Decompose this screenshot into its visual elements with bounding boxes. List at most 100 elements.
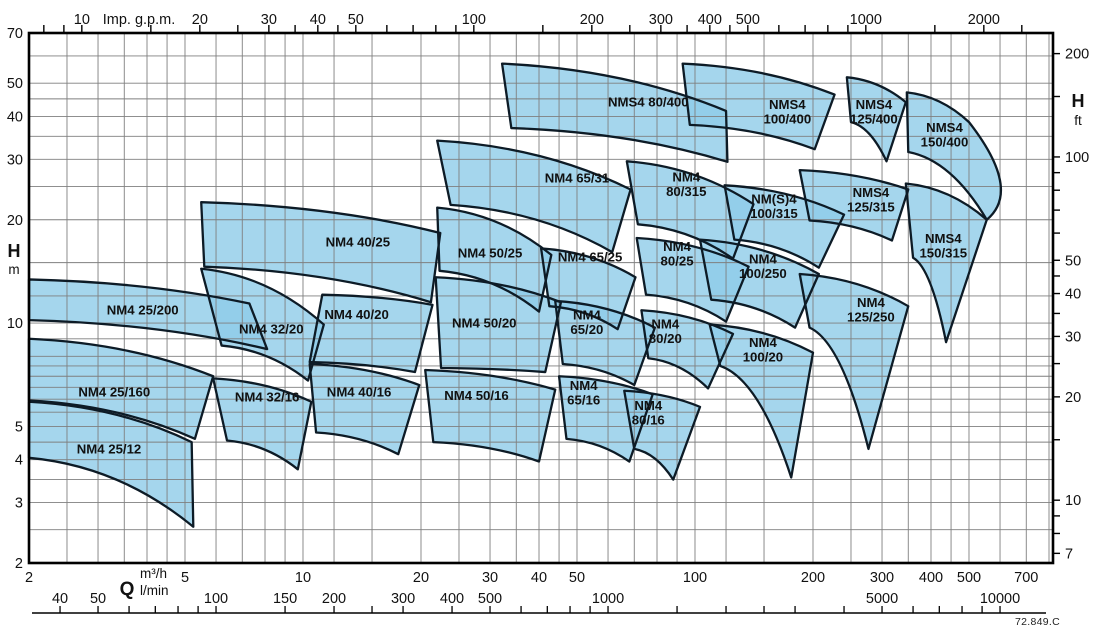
pump-region-label: NM4 125/250 xyxy=(847,295,895,325)
pump-region-outline-nms4-125-315 xyxy=(798,168,910,242)
pump-region-label: NMS4 125/400 xyxy=(850,97,898,127)
pump-region-outline-nm4-65-20 xyxy=(554,299,657,387)
axis-label: 5 xyxy=(15,419,23,435)
pump-region-fill-nm4-100-250 xyxy=(700,239,819,328)
pump-region-outline-nm4-125-250 xyxy=(798,272,910,451)
pump-region-outline-nm4-25-12 xyxy=(27,400,195,528)
axis-label: 100 xyxy=(462,12,486,28)
axis-label: 1000 xyxy=(592,591,624,607)
pump-region-label: NM(S)4 100/315 xyxy=(750,192,798,222)
axis-label: 500 xyxy=(478,591,502,607)
axis-label: 30 xyxy=(482,570,498,586)
pump-region-label: NM4 80/20 xyxy=(649,317,682,347)
pump-region-fill-nm4-65-31 xyxy=(437,140,631,253)
pump-region-label: NM4 32/20 xyxy=(239,322,304,337)
axis-label: 100 xyxy=(683,570,707,586)
pump-region-fill-nm4-65-25 xyxy=(541,248,636,330)
pump-region-outline-nm-s-4-100-315 xyxy=(723,184,846,269)
pump-region-outline-nms4-80-400 xyxy=(500,62,729,163)
axis-title-h-left: H xyxy=(8,241,21,261)
pump-region-outline-nm4-40-20 xyxy=(308,293,434,374)
pump-region-fill-nm4-125-250 xyxy=(799,273,909,449)
pump-region-label: NM4 25/12 xyxy=(77,441,142,456)
pump-region-label: NMS4 100/400 xyxy=(763,97,811,127)
pump-region-outline-nm4-65-31 xyxy=(436,139,632,254)
pump-region-outline-nms4-150-315 xyxy=(904,182,988,344)
axis-label: 2 xyxy=(15,556,23,572)
axis-label: m xyxy=(8,262,19,277)
pump-region-fill-nm4-25-12 xyxy=(29,401,194,527)
plot-frame xyxy=(27,31,1055,565)
axis-bottom-m3h: 2 5 10 20 30 40 50 100 200 300 400 500 700 Qm³/h l/min xyxy=(25,566,1038,600)
pump-region-outline-nm4-25-160 xyxy=(27,337,215,440)
axis-label: 40 xyxy=(310,12,326,28)
axis-label: 2 xyxy=(25,570,33,586)
axis-label: 50 xyxy=(90,591,106,607)
axis-left-m: 70 50 40 30 20 10 5 4 3 2 Hm xyxy=(7,26,23,572)
axis-label: 2000 xyxy=(968,12,1000,28)
pump-region-fill-nm4-32-20 xyxy=(201,268,324,381)
axis-label: 400 xyxy=(698,12,722,28)
axis-label: 100 xyxy=(204,591,228,607)
axis-label: 50 xyxy=(7,76,23,92)
plot-border xyxy=(27,31,1055,565)
axis-title-gpm: Imp. g.p.m. xyxy=(103,12,176,28)
axis-label: 7 xyxy=(1065,546,1073,562)
pump-region-fill-nms4-100-400 xyxy=(682,63,835,150)
axis-right-ft: 200 100 50 40 30 20 10 7 Hft xyxy=(1053,47,1089,562)
axis-label: 5 xyxy=(181,570,189,586)
pump-region-label: NMS4 150/400 xyxy=(921,120,969,150)
pump-region-outline-nm4-65-25 xyxy=(539,247,637,331)
axis-label: 400 xyxy=(440,591,464,607)
pump-region-label: NMS4 150/315 xyxy=(919,231,967,260)
pump-region-label: NM4 100/20 xyxy=(743,335,783,365)
axis-label: 200 xyxy=(580,12,604,28)
pump-region-fill-nms4-125-315 xyxy=(799,170,909,241)
pump-region-fill-nm4-32-16 xyxy=(213,378,312,470)
pump-region-fill-nms4-80-400 xyxy=(502,63,728,162)
pump-region-label: NM4 65/31 xyxy=(545,170,610,185)
axis-label: 300 xyxy=(649,12,673,28)
pump-region-labels: NM4 25/12 NM4 25/160 NM4 25/200 NM4 32/16 NM… xyxy=(77,95,969,457)
axis-label: 700 xyxy=(1014,570,1038,586)
pump-region-fill-nm4-50-25 xyxy=(437,207,552,312)
pump-region-label: NM4 65/25 xyxy=(558,249,623,264)
axis-title-q: Q xyxy=(120,579,135,600)
pump-region-outline-nms4-125-400 xyxy=(845,76,907,163)
pump-region-outline-nm4-40-16 xyxy=(308,362,421,456)
pump-region-outline-nms4-100-400 xyxy=(681,62,836,151)
axis-label: 50 xyxy=(569,570,585,586)
pump-region-outline-nm4-32-20 xyxy=(200,267,325,382)
pump-region-label: NM4 50/25 xyxy=(458,246,523,261)
pump-region-label: NM4 65/16 xyxy=(567,378,600,408)
pump-region-outline-nm4-25-200 xyxy=(27,278,269,351)
pump-region-label: NM4 80/16 xyxy=(632,398,665,428)
axis-label: 300 xyxy=(870,570,894,586)
pump-regions-outline xyxy=(27,62,1003,528)
axis-label: 20 xyxy=(7,213,23,229)
axis-label: 10 xyxy=(295,570,311,586)
figure-code: 72.849.C xyxy=(1014,616,1060,628)
axis-label: 20 xyxy=(192,12,208,28)
pump-region-label: NM4 80/315 xyxy=(666,170,706,200)
pump-region-outline-nm4-50-20 xyxy=(434,276,563,374)
pump-region-label: NMS4 125/315 xyxy=(847,185,895,215)
axis-label: 5000 xyxy=(866,591,898,607)
axis-title-h-right: H xyxy=(1072,91,1085,111)
pump-region-outline-nms4-150-400 xyxy=(905,91,1003,221)
axis-label: 10 xyxy=(74,12,90,28)
pump-region-outline-nm4-80-25 xyxy=(635,236,750,323)
axis-label: 3 xyxy=(15,496,23,512)
axis-label: 100 xyxy=(1065,150,1089,166)
axis-label: 150 xyxy=(273,591,297,607)
axis-label: 30 xyxy=(1065,329,1081,345)
pump-region-fill-nms4-150-400 xyxy=(906,92,1001,220)
pump-region-outline-nm4-100-20 xyxy=(708,323,815,479)
axis-label: 200 xyxy=(801,570,825,586)
pump-region-outline-nm4-80-315 xyxy=(625,160,755,260)
axis-label: 500 xyxy=(957,570,981,586)
pump-region-outline-nm4-40-25 xyxy=(200,201,442,304)
pump-region-outline-nm4-65-16 xyxy=(557,375,654,463)
axis-bottom-lmin: 40 50 100 150 200 300 400 500 1000 5000 10000 xyxy=(32,591,1046,614)
